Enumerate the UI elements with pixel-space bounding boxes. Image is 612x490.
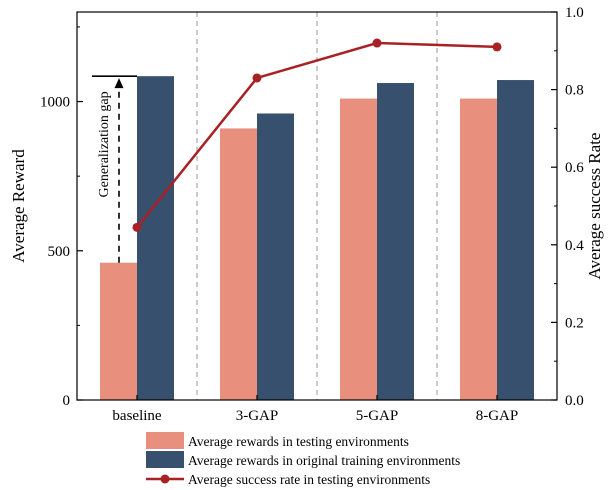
y-tick-label: 1000 [40, 95, 70, 111]
line-point [132, 222, 142, 232]
line-point [372, 38, 382, 48]
legend-item: Average success rate in testing environm… [146, 472, 430, 487]
line-point [492, 42, 502, 52]
bar [377, 83, 414, 400]
x-tick-label: 3-GAP [236, 408, 279, 424]
legend-swatch [146, 432, 184, 449]
legend-item: Average rewards in testing environments [146, 432, 409, 449]
y2-tick-label: 0.6 [565, 160, 584, 176]
y2-tick-label: 0.4 [565, 238, 584, 254]
bar [220, 128, 257, 400]
gap-arrow-head [114, 78, 124, 89]
legend-marker [160, 474, 170, 484]
y-axis-title: Average Reward [9, 149, 28, 263]
legend: Average rewards in testing environments A… [146, 432, 460, 487]
generalization-gap-annotation: Generalization gap [92, 75, 137, 263]
x-tick-label: 5-GAP [356, 408, 399, 424]
bar [460, 98, 497, 401]
y2-tick-label: 0.0 [565, 393, 584, 409]
line-point [252, 73, 262, 83]
bar [497, 80, 534, 401]
x-tick-label: baseline [112, 408, 161, 424]
generalization-gap-label: Generalization gap [97, 91, 112, 197]
line-path [136, 41, 498, 229]
success-rate-line [132, 38, 502, 232]
y-tick-label: 500 [48, 244, 71, 260]
bar [137, 76, 174, 401]
bar [100, 262, 137, 400]
bars [100, 76, 534, 401]
legend-label: Average rewards in original training env… [188, 453, 460, 468]
axes: 0 500 1000 0.0 0.2 0.4 0.6 0.8 1.0 baseline 3-GAP 5… [40, 5, 584, 424]
bar [340, 98, 377, 401]
x-tick-label: 8-GAP [476, 408, 519, 424]
y2-tick-label: 0.8 [565, 83, 584, 99]
y2-tick-label: 0.2 [565, 315, 584, 331]
legend-swatch [146, 451, 184, 468]
y-tick-label: 0 [63, 393, 71, 409]
y2-axis-title: Average success Rate [585, 133, 604, 280]
bar [257, 113, 294, 400]
legend-label: Average rewards in testing environments [188, 434, 409, 449]
category-separators [196, 12, 438, 400]
y2-tick-label: 1.0 [565, 5, 584, 21]
legend-item: Average rewards in original training env… [146, 451, 460, 468]
legend-label: Average success rate in testing environm… [188, 472, 430, 487]
